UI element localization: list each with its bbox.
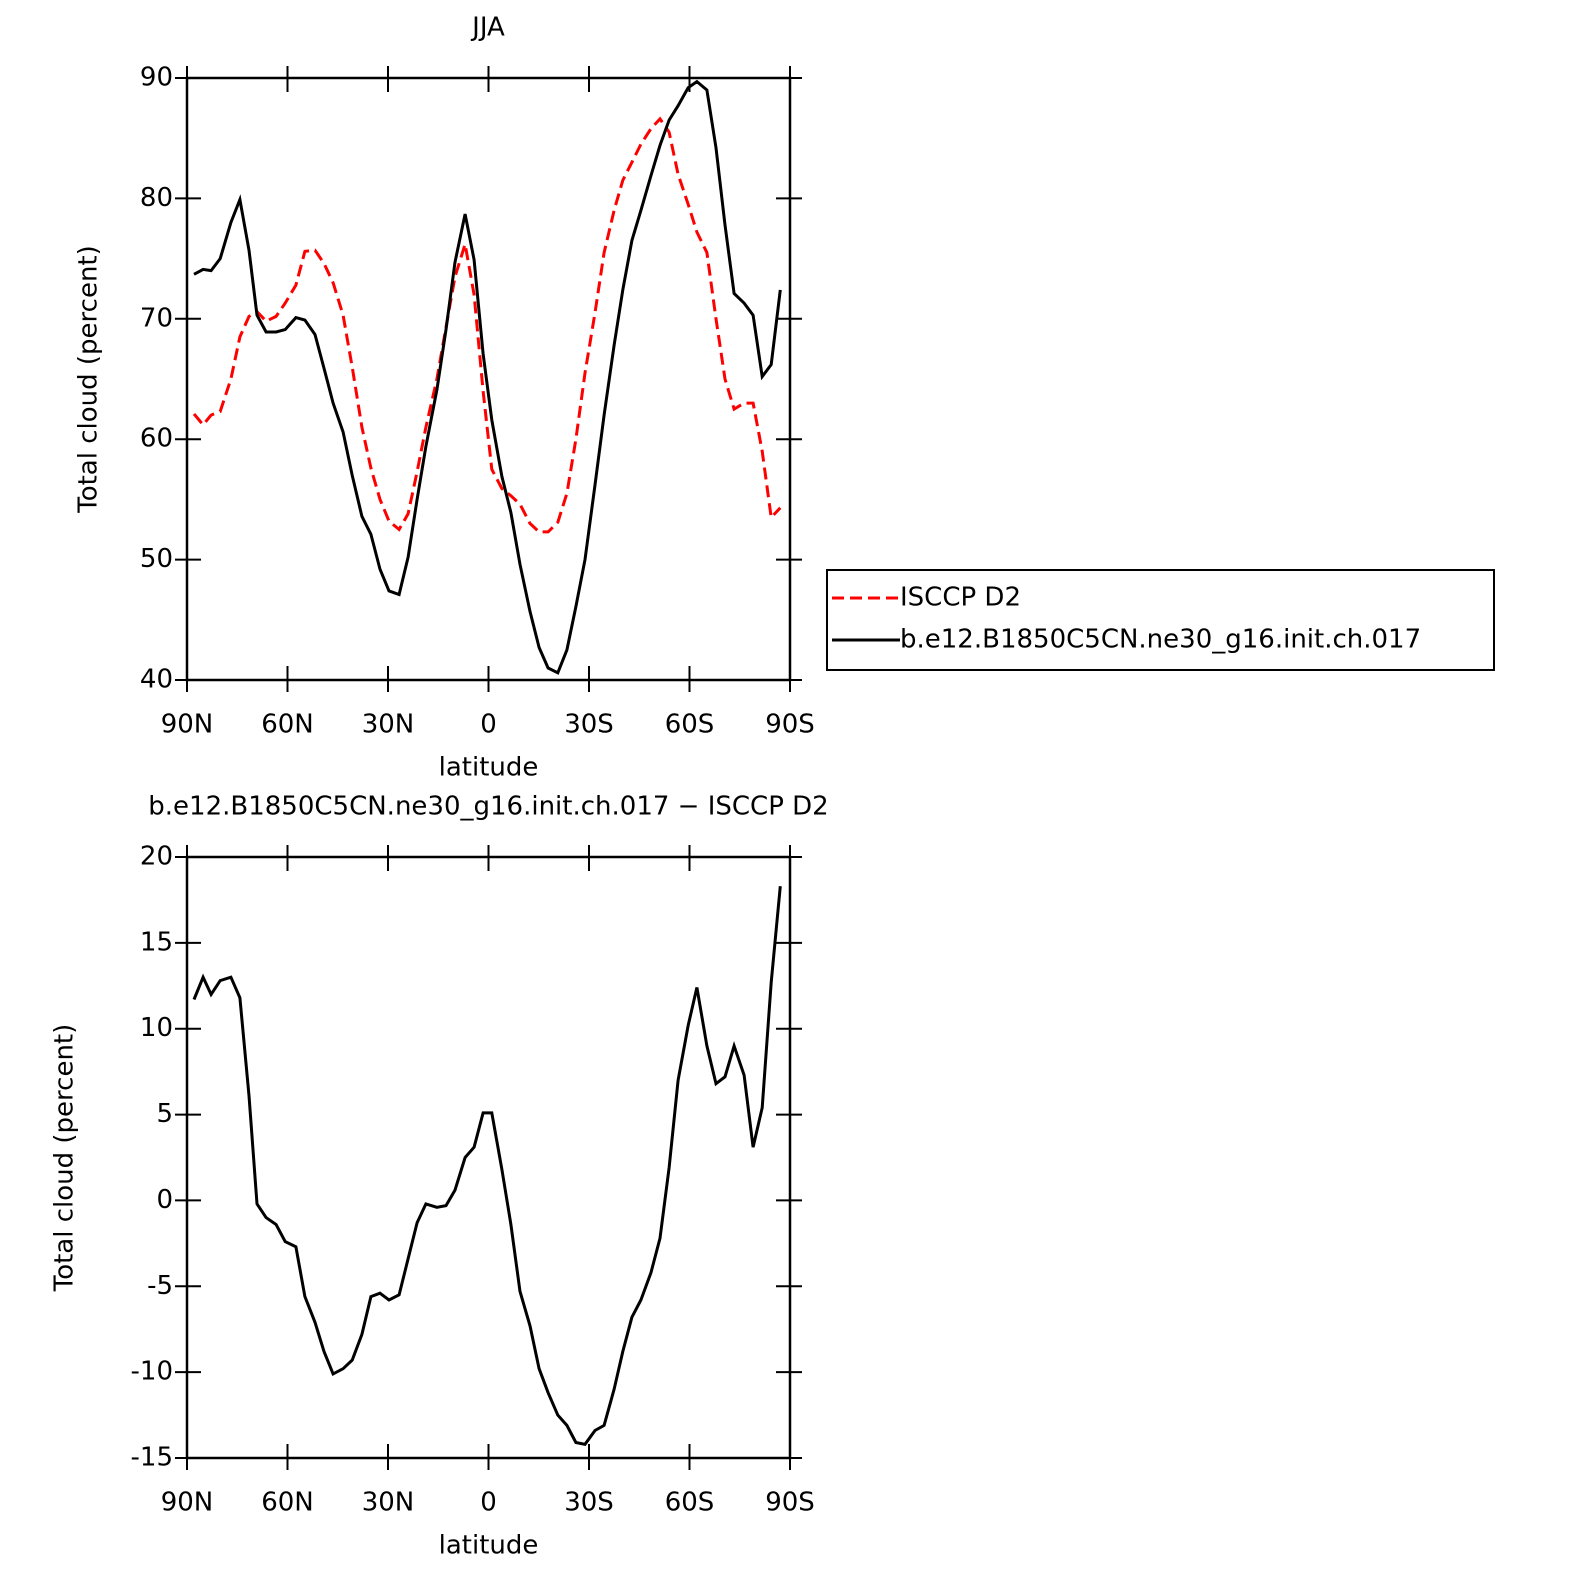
y-axis-label: Total cloud (percent) bbox=[50, 1024, 80, 1293]
y-tick-label: 15 bbox=[140, 927, 173, 957]
y-tick-label: 60 bbox=[140, 424, 173, 454]
data-line bbox=[193, 79, 782, 675]
y-tick-label: 10 bbox=[140, 1013, 173, 1043]
y-tick-label: 0 bbox=[156, 1185, 173, 1215]
x-tick-label: 30N bbox=[362, 710, 415, 740]
x-tick-label: 60S bbox=[665, 710, 715, 740]
x-tick-label: 60N bbox=[261, 1488, 314, 1518]
legend-label: ISCCP D2 bbox=[900, 583, 1021, 613]
legend-label: b.e12.B1850C5CN.ne30_g16.init.ch.017 bbox=[900, 625, 1421, 655]
y-axis-label: Total cloud (percent) bbox=[74, 245, 104, 514]
x-tick-label: 0 bbox=[480, 1488, 497, 1518]
x-tick-label: 90N bbox=[161, 710, 214, 740]
x-tick-label: 60S bbox=[665, 1488, 715, 1518]
x-tick-label: 90S bbox=[765, 1488, 815, 1518]
y-tick-label: 70 bbox=[140, 303, 173, 333]
x-tick-label: 30N bbox=[362, 1488, 415, 1518]
x-axis-label: latitude bbox=[439, 1531, 539, 1561]
x-tick-label: 90S bbox=[765, 710, 815, 740]
y-tick-label: -15 bbox=[131, 1443, 173, 1473]
x-tick-label: 30S bbox=[564, 710, 614, 740]
data-line bbox=[192, 116, 782, 534]
chart-title: JJA bbox=[470, 13, 505, 43]
data-line bbox=[192, 886, 782, 1446]
x-tick-label: 90N bbox=[161, 1488, 214, 1518]
x-tick-label: 0 bbox=[480, 710, 497, 740]
plot-frame bbox=[185, 855, 792, 1460]
y-tick-label: 90 bbox=[140, 63, 173, 93]
y-tick-label: 20 bbox=[140, 842, 173, 872]
y-tick-label: -5 bbox=[147, 1271, 173, 1301]
x-tick-label: 30S bbox=[564, 1488, 614, 1518]
y-tick-label: -10 bbox=[131, 1357, 173, 1387]
legend-box bbox=[826, 569, 1495, 671]
y-tick-label: 5 bbox=[156, 1099, 173, 1129]
x-axis-label: latitude bbox=[439, 753, 539, 783]
x-tick-label: 60N bbox=[261, 710, 314, 740]
y-tick-label: 80 bbox=[140, 183, 173, 213]
plot-frame bbox=[185, 76, 792, 682]
y-tick-label: 50 bbox=[140, 544, 173, 574]
chart-title: b.e12.B1850C5CN.ne30_g16.init.ch.017 − I… bbox=[148, 792, 828, 822]
y-tick-label: 40 bbox=[140, 665, 173, 695]
